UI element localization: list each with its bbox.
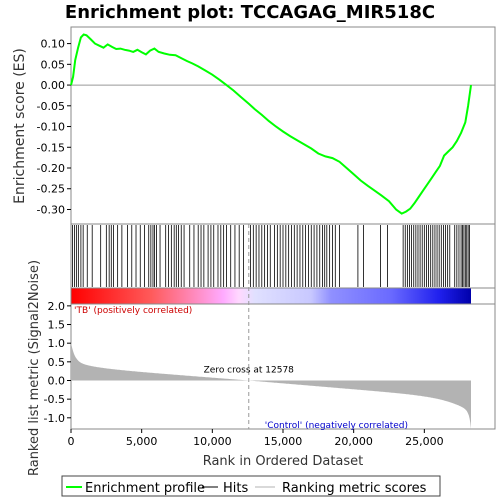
x-axis-label: Rank in Ordered Dataset (203, 454, 364, 469)
legend-item-hits: Hits (202, 481, 248, 496)
zero-cross-label: Zero cross at 12578 (204, 365, 295, 375)
rank-ylabel: Ranked list metric (Signal2Noise) (27, 260, 42, 476)
x-ticks: 0 5,000 10,000 15,000 20,000 25,000 (68, 429, 444, 448)
es-line-group (70, 33, 472, 215)
x-tick-label: 0 (68, 435, 75, 448)
x-tick-label: 5,000 (126, 435, 158, 448)
es-ytick-label: -0.15 (37, 141, 65, 154)
ranked-panel-frame (70, 303, 496, 430)
legend-box (61, 475, 441, 497)
legend-label-enrichment: Enrichment profile (85, 481, 205, 496)
legend-item-enrichment: Enrichment profile (66, 481, 205, 496)
rank-ytick-label: 0.0 (48, 374, 66, 387)
rank-color-bar (71, 288, 471, 304)
es-ytick-label: -0.25 (37, 183, 65, 196)
ranking-metric-area (71, 342, 471, 429)
rank-ytick-label: 1.0 (48, 337, 66, 350)
x-tick-label: 10,000 (193, 435, 232, 448)
es-ytick-label: 0.00 (41, 79, 66, 92)
rank-ytick-label: 1.5 (48, 319, 66, 332)
x-tick-label: 20,000 (334, 435, 373, 448)
rank-ytick-label: -1.0 (44, 412, 65, 425)
rank-ytick-label: 0.5 (48, 356, 66, 369)
x-tick-label: 15,000 (264, 435, 303, 448)
negative-label: 'Control' (negatively correlated) (265, 421, 408, 431)
positive-label: 'TB' (positively correlated) (74, 306, 192, 316)
es-y-ticks: 0.10 0.05 0.00 -0.05 -0.10 -0.15 -0.20 -0.25 -0.… (37, 38, 495, 216)
legend-item-ranking: Ranking metric scores (255, 481, 427, 496)
rank-ytick-label: -0.5 (44, 393, 65, 406)
es-ytick-label: -0.20 (37, 162, 65, 175)
es-ytick-label: -0.05 (37, 100, 65, 113)
es-ylabel: Enrichment score (ES) (12, 48, 28, 204)
es-profile-line (70, 33, 472, 215)
es-ytick-label: 0.10 (41, 38, 66, 51)
es-ytick-label: -0.30 (37, 203, 65, 216)
es-ytick-label: 0.05 (41, 58, 66, 71)
legend-label-ranking: Ranking metric scores (282, 481, 427, 496)
hit-marks (72, 225, 470, 287)
es-panel-frame (70, 26, 496, 225)
legend-label-hits: Hits (223, 481, 248, 496)
es-ytick-label: -0.10 (37, 121, 65, 134)
chart-title: Enrichment plot: TCCAGAG_MIR518C (65, 2, 435, 23)
x-tick-label: 25,000 (405, 435, 444, 448)
rank-ytick-label: 2.0 (48, 300, 66, 313)
rank-y-ticks: 2.0 1.5 1.0 0.5 0.0 -0.5 -1.0 (44, 300, 71, 425)
